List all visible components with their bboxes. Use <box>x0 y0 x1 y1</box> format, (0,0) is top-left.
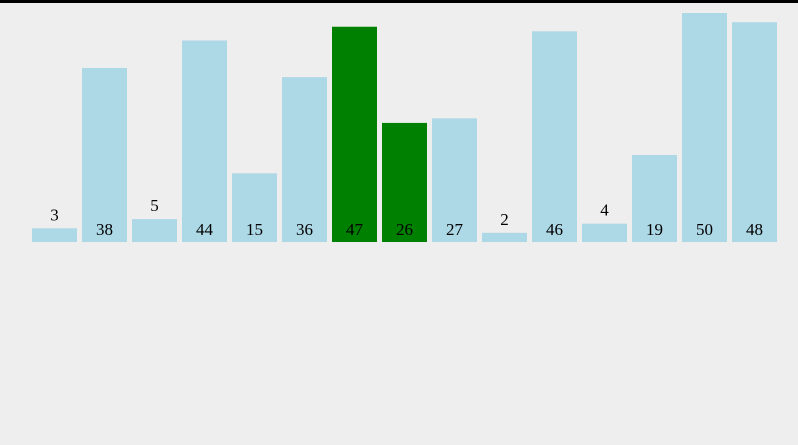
bar-label: 27 <box>446 220 464 239</box>
bar-label: 50 <box>696 220 713 239</box>
bar-label: 19 <box>646 220 663 239</box>
bar-label: 46 <box>546 220 563 239</box>
bar <box>732 22 777 242</box>
bar <box>282 77 327 243</box>
bar-label: 4 <box>600 201 609 220</box>
bar-label: 44 <box>196 220 214 239</box>
bar-label: 5 <box>150 196 159 215</box>
bar <box>482 232 527 242</box>
bar <box>682 13 727 242</box>
bar-label: 48 <box>746 220 763 239</box>
bar <box>132 219 177 242</box>
bar <box>82 67 127 243</box>
top-border <box>0 0 798 3</box>
bar <box>532 31 577 242</box>
bar <box>32 228 77 242</box>
bar <box>232 173 277 242</box>
bar <box>632 154 677 242</box>
bar <box>332 26 377 242</box>
bar-label: 38 <box>96 220 113 239</box>
bar-label: 3 <box>50 205 59 224</box>
bar <box>182 40 227 243</box>
bar-label: 2 <box>500 210 509 229</box>
bar <box>382 122 427 242</box>
bar-label: 36 <box>296 220 313 239</box>
bar-label: 26 <box>396 220 413 239</box>
bar-label: 15 <box>246 220 263 239</box>
bar <box>432 118 477 242</box>
bar <box>582 223 627 242</box>
bar-label: 47 <box>346 220 364 239</box>
